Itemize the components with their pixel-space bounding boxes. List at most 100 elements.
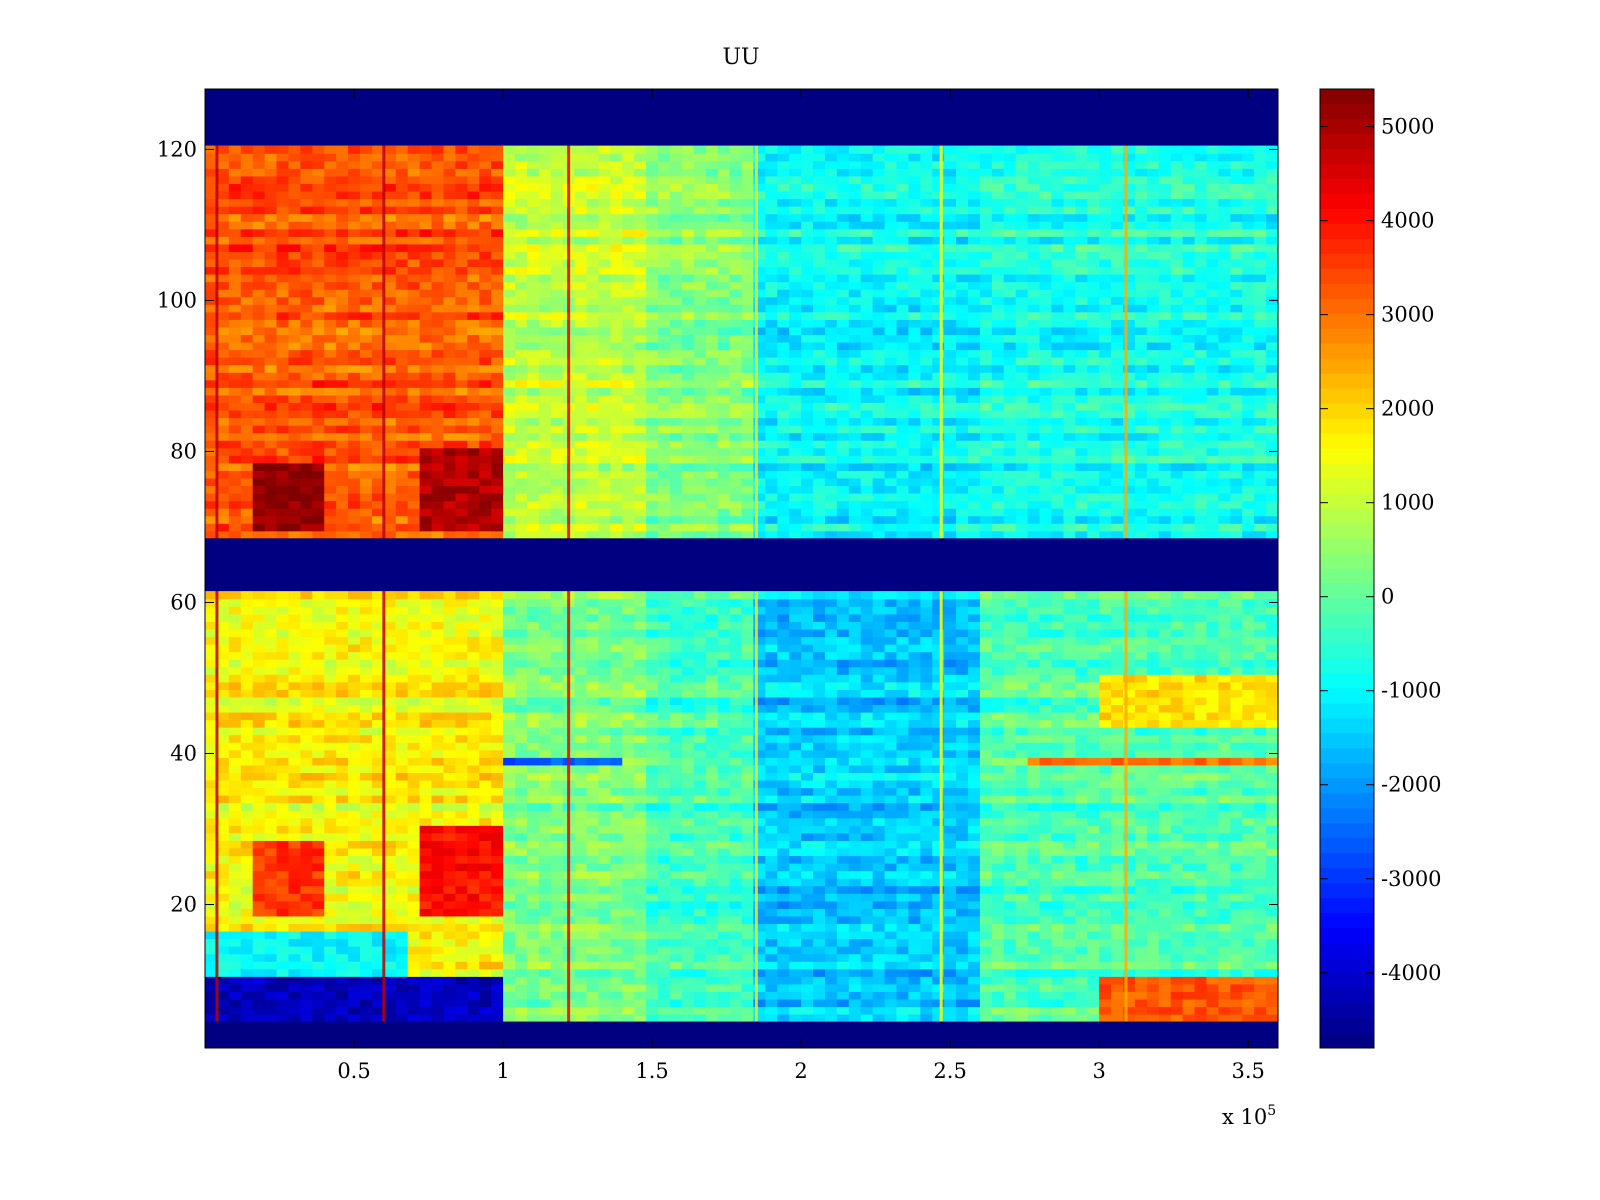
heatmap-cell xyxy=(860,606,874,615)
heatmap-cell xyxy=(1063,659,1076,668)
heatmap-cell xyxy=(1099,628,1112,638)
heatmap-cell xyxy=(884,764,898,773)
heatmap-cell xyxy=(765,651,778,660)
heatmap-cell xyxy=(1266,870,1279,879)
heatmap-cell xyxy=(503,727,516,736)
heatmap-cell xyxy=(455,613,468,622)
heatmap-cell xyxy=(872,810,886,819)
heatmap-cell xyxy=(1015,734,1029,743)
heatmap-cell xyxy=(968,893,981,902)
heatmap-cell xyxy=(324,598,337,607)
heatmap-cell xyxy=(526,863,540,872)
heatmap-cell xyxy=(1075,847,1088,857)
heatmap-cell xyxy=(944,832,957,841)
heatmap-cell xyxy=(1027,802,1041,811)
heatmap-cell xyxy=(979,908,993,917)
heatmap-cell xyxy=(610,885,623,894)
heatmap-cell xyxy=(1158,840,1172,849)
heatmap-cell xyxy=(765,855,778,864)
heatmap-cell xyxy=(455,938,468,947)
heatmap-cell xyxy=(550,621,564,630)
heatmap-cell xyxy=(956,825,969,834)
heatmap-cell xyxy=(503,742,516,751)
heatmap-cell xyxy=(514,1006,528,1015)
heatmap-cell xyxy=(1158,953,1172,962)
heatmap-cell xyxy=(431,704,445,713)
heatmap-cell xyxy=(1134,727,1148,736)
heatmap-cell xyxy=(598,832,611,841)
heatmap-cell xyxy=(300,976,313,985)
heatmap-cell xyxy=(789,621,802,630)
heatmap-cell xyxy=(860,908,874,917)
heatmap-cell xyxy=(1170,1014,1184,1023)
heatmap-cell xyxy=(908,681,921,690)
heatmap-cell xyxy=(288,983,301,992)
heatmap-cell xyxy=(383,817,397,826)
heatmap-cell xyxy=(801,817,814,826)
heatmap-cell xyxy=(1027,727,1041,736)
heatmap-cell xyxy=(920,787,933,796)
heatmap-cell xyxy=(1123,749,1136,758)
heatmap-cell xyxy=(979,689,993,698)
heatmap-cell xyxy=(920,870,933,879)
heatmap-cell xyxy=(908,840,921,849)
heatmap-cell xyxy=(1266,659,1279,668)
heatmap-cell xyxy=(276,953,290,962)
heatmap-cell xyxy=(1158,915,1172,924)
heatmap-cell xyxy=(836,772,850,781)
heatmap-cell xyxy=(395,606,409,615)
heatmap-cell xyxy=(956,855,969,864)
heatmap-cell xyxy=(920,938,933,947)
heatmap-cell xyxy=(717,749,731,758)
heatmap-cell xyxy=(1003,764,1017,773)
heatmap-cell xyxy=(1003,689,1017,698)
heatmap-cell xyxy=(276,787,290,796)
heatmap-cell xyxy=(968,1006,981,1015)
heatmap-cell xyxy=(574,953,588,962)
heatmap-cell xyxy=(264,621,278,630)
heatmap-cell xyxy=(348,689,361,698)
heatmap-cell xyxy=(669,674,683,683)
heatmap-cell xyxy=(240,840,254,849)
heatmap-cell xyxy=(789,976,802,985)
heatmap-cell xyxy=(1063,825,1076,834)
heatmap-cell xyxy=(550,772,564,781)
heatmap-cell xyxy=(920,795,933,804)
heatmap-cell xyxy=(765,998,778,1008)
heatmap-cell xyxy=(276,704,290,713)
heatmap-cell xyxy=(1182,998,1196,1008)
heatmap-cell xyxy=(1254,696,1267,706)
heatmap-cell xyxy=(514,779,528,789)
heatmap-cell xyxy=(312,900,325,909)
heatmap-cell xyxy=(646,998,659,1008)
heatmap-cell xyxy=(991,802,1005,811)
heatmap-cell xyxy=(276,855,290,864)
heatmap-cell xyxy=(860,930,874,940)
heatmap-cell xyxy=(1146,659,1160,668)
heatmap-cell xyxy=(1206,606,1219,615)
heatmap-cell xyxy=(1218,689,1231,698)
heatmap-cell xyxy=(1015,711,1029,721)
heatmap-cell xyxy=(538,893,552,902)
heatmap-cell xyxy=(777,727,790,736)
heatmap-cell xyxy=(526,900,540,909)
heatmap-cell xyxy=(503,711,516,721)
heatmap-cell xyxy=(1218,621,1231,630)
heatmap-cell xyxy=(526,878,540,887)
heatmap-cell xyxy=(622,1014,635,1023)
heatmap-cell xyxy=(908,1014,921,1023)
heatmap-cell xyxy=(336,1014,349,1023)
heatmap-cell xyxy=(634,817,647,826)
heatmap-cell xyxy=(419,659,433,668)
heatmap-cell xyxy=(1039,681,1053,690)
heatmap-cell xyxy=(896,795,910,804)
heatmap-cell xyxy=(658,598,671,607)
heatmap-cell xyxy=(455,651,468,660)
heatmap-cell xyxy=(979,719,993,728)
heatmap-cell xyxy=(1027,878,1041,887)
heatmap-cell xyxy=(1039,991,1053,1000)
heatmap-cell xyxy=(216,832,230,841)
heatmap-cell xyxy=(491,968,504,977)
heatmap-cell xyxy=(1111,651,1124,660)
heatmap-cell xyxy=(1158,795,1172,804)
